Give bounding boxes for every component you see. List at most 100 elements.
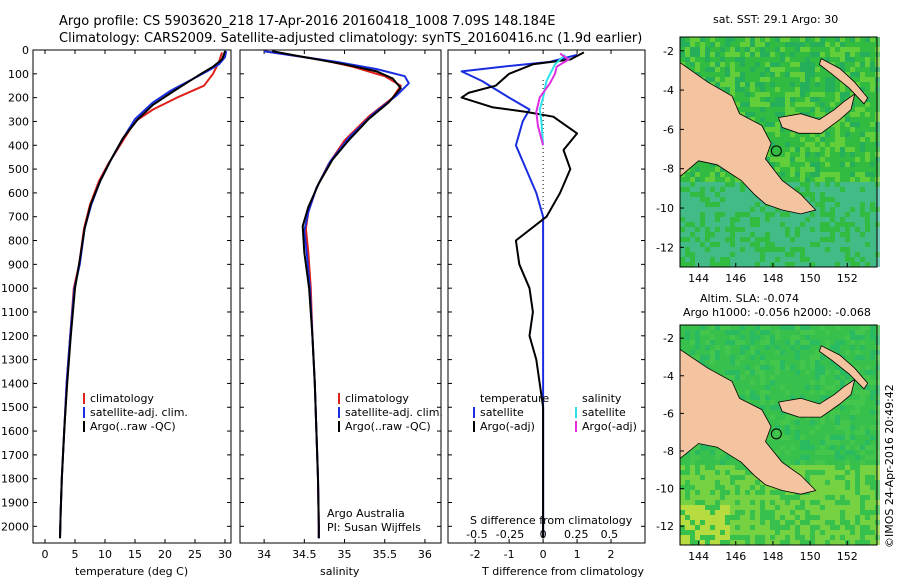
grid-cell	[840, 157, 845, 162]
grid-cell	[770, 515, 775, 520]
grid-cell	[870, 465, 875, 470]
grid-cell	[735, 535, 740, 540]
grid-cell	[750, 350, 755, 355]
grid-cell	[860, 520, 865, 525]
grid-cell	[770, 410, 775, 415]
grid-cell	[750, 325, 755, 330]
grid-cell	[830, 335, 835, 340]
grid-cell	[790, 420, 795, 425]
grid-cell	[840, 505, 845, 510]
grid-cell	[810, 390, 815, 395]
grid-cell	[835, 330, 840, 335]
grid-cell	[760, 217, 765, 222]
grid-cell	[750, 510, 755, 515]
grid-cell	[740, 495, 745, 500]
grid-cell	[800, 335, 805, 340]
grid-cell	[700, 460, 705, 465]
grid-cell	[805, 182, 810, 187]
grid-cell	[865, 47, 870, 52]
grid-cell	[815, 97, 820, 102]
grid-cell	[775, 340, 780, 345]
grid-cell	[845, 227, 850, 232]
grid-cell	[755, 117, 760, 122]
grid-cell	[725, 525, 730, 530]
grid-cell	[700, 495, 705, 500]
grid-cell	[820, 162, 825, 167]
grid-cell	[865, 490, 870, 495]
grid-cell	[805, 525, 810, 530]
grid-cell	[705, 217, 710, 222]
grid-cell	[800, 257, 805, 262]
grid-cell	[725, 335, 730, 340]
grid-cell	[840, 37, 845, 42]
grid-cell	[750, 107, 755, 112]
grid-cell	[785, 162, 790, 167]
grid-cell	[810, 217, 815, 222]
grid-cell	[840, 97, 845, 102]
grid-cell	[850, 62, 855, 67]
grid-cell	[705, 455, 710, 460]
grid-cell	[825, 147, 830, 152]
grid-cell	[830, 172, 835, 177]
grid-cell	[840, 495, 845, 500]
grid-cell	[710, 162, 715, 167]
grid-cell	[830, 257, 835, 262]
grid-cell	[845, 465, 850, 470]
grid-cell	[715, 525, 720, 530]
grid-cell	[770, 232, 775, 237]
grid-cell	[800, 325, 805, 330]
grid-cell	[860, 470, 865, 475]
grid-cell	[865, 57, 870, 62]
grid-cell	[865, 177, 870, 182]
grid-cell	[750, 257, 755, 262]
grid-cell	[805, 57, 810, 62]
grid-cell	[845, 157, 850, 162]
grid-cell	[870, 415, 875, 420]
grid-cell	[790, 77, 795, 82]
grid-cell	[775, 500, 780, 505]
grid-cell	[825, 480, 830, 485]
grid-cell	[865, 330, 870, 335]
grid-cell	[720, 465, 725, 470]
grid-cell	[790, 540, 795, 545]
grid-cell	[835, 157, 840, 162]
grid-cell	[840, 340, 845, 345]
grid-cell	[710, 172, 715, 177]
grid-cell	[860, 465, 865, 470]
grid-cell	[820, 72, 825, 77]
grid-cell	[780, 97, 785, 102]
grid-cell	[780, 162, 785, 167]
grid-cell	[790, 262, 795, 267]
grid-cell	[850, 127, 855, 132]
grid-cell	[870, 132, 875, 137]
grid-cell	[840, 117, 845, 122]
grid-cell	[755, 500, 760, 505]
grid-cell	[725, 247, 730, 252]
grid-cell	[760, 107, 765, 112]
grid-cell	[740, 515, 745, 520]
grid-cell	[785, 370, 790, 375]
grid-cell	[765, 330, 770, 335]
grid-cell	[815, 87, 820, 92]
grid-cell	[830, 82, 835, 87]
grid-cell	[775, 137, 780, 142]
grid-cell	[825, 182, 830, 187]
grid-cell	[715, 470, 720, 475]
grid-cell	[800, 162, 805, 167]
grid-cell	[775, 247, 780, 252]
grid-cell	[825, 510, 830, 515]
grid-cell	[850, 52, 855, 57]
grid-cell	[825, 370, 830, 375]
grid-cell	[735, 490, 740, 495]
grid-cell	[855, 172, 860, 177]
grid-cell	[810, 192, 815, 197]
grid-cell	[710, 232, 715, 237]
grid-cell	[810, 227, 815, 232]
grid-cell	[765, 37, 770, 42]
grid-cell	[685, 510, 690, 515]
grid-cell	[775, 405, 780, 410]
grid-cell	[870, 187, 875, 192]
grid-cell	[855, 345, 860, 350]
grid-cell	[745, 57, 750, 62]
grid-cell	[770, 490, 775, 495]
